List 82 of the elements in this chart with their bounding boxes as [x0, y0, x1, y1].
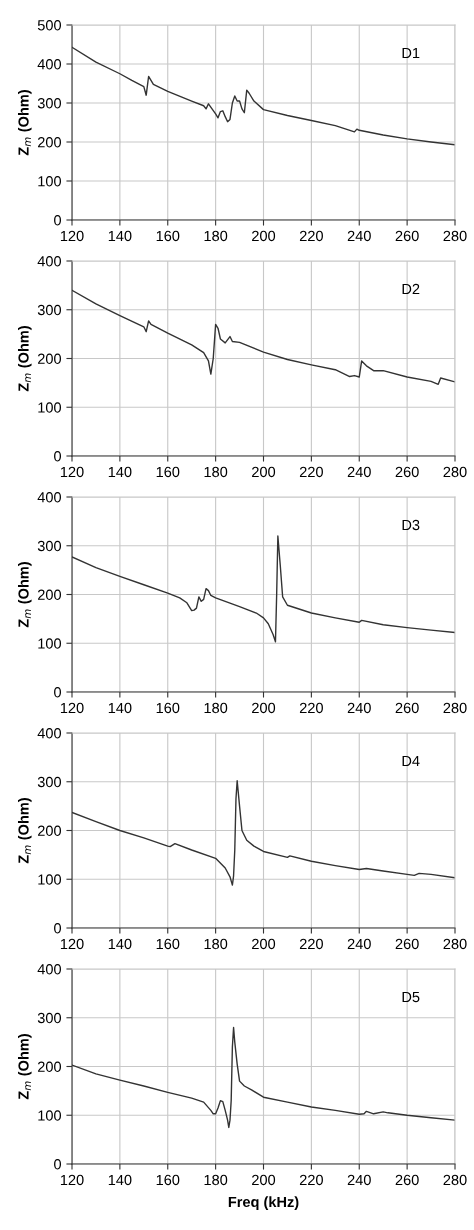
x-tick-label: 240 — [347, 230, 371, 242]
x-tick-label: 160 — [156, 1174, 180, 1186]
x-tick-label: 120 — [60, 702, 84, 714]
x-tick-label: 180 — [204, 1174, 228, 1186]
x-tick-label: 180 — [204, 230, 228, 242]
y-tick-label: 300 — [37, 304, 62, 316]
y-tick-label: 300 — [37, 98, 62, 109]
y-tick-label: 400 — [37, 59, 62, 70]
x-tick-label: 180 — [204, 938, 228, 950]
y-tick-label: 200 — [37, 1061, 62, 1072]
x-tick-label: 120 — [60, 230, 84, 242]
x-tick-label: 260 — [395, 702, 419, 714]
x-tick-label: 280 — [443, 702, 467, 714]
x-tick-label: 260 — [395, 466, 419, 478]
annotation: D5 — [402, 991, 420, 1003]
x-tick-label: 280 — [443, 1174, 467, 1186]
y-tick-label: 200 — [37, 137, 62, 148]
x-tick-label: 140 — [108, 1174, 132, 1186]
annotation: D3 — [402, 519, 420, 531]
y-axis-title: Z$_{m}$ (Ohm) — [17, 90, 32, 156]
y-tick-label: 400 — [37, 256, 62, 267]
annotation: D4 — [402, 755, 420, 767]
x-tick-label: 240 — [347, 466, 371, 478]
x-axis-title: Freq (kHz) — [228, 1196, 299, 1210]
y-tick-label: 100 — [38, 176, 62, 187]
y-tick-label: 0 — [54, 923, 62, 934]
x-tick-label: 220 — [299, 230, 323, 242]
x-tick-label: 260 — [395, 1174, 419, 1186]
x-tick-label: 280 — [443, 230, 467, 242]
x-tick-label: 180 — [204, 466, 228, 478]
x-tick-label: 140 — [108, 938, 132, 950]
x-tick-label: 260 — [395, 230, 419, 242]
x-tick-label: 220 — [299, 938, 323, 950]
y-tick-label: 100 — [38, 402, 62, 413]
x-tick-label: 200 — [252, 938, 276, 950]
x-tick-label: 140 — [108, 230, 132, 242]
x-tick-label: 160 — [156, 466, 180, 478]
y-tick-label: 500 — [37, 20, 62, 31]
y-tick-label: 300 — [37, 1012, 62, 1024]
x-tick-label: 240 — [347, 702, 371, 714]
y-tick-label: 300 — [37, 776, 62, 788]
x-tick-label: 260 — [395, 938, 419, 950]
y-tick-label: 0 — [54, 215, 62, 226]
x-tick-label: 220 — [299, 702, 323, 714]
y-tick-label: 200 — [37, 589, 62, 600]
x-tick-label: 200 — [252, 1174, 276, 1186]
x-tick-label: 160 — [156, 230, 180, 242]
x-tick-label: 140 — [108, 466, 132, 478]
y-tick-label: 400 — [37, 964, 62, 975]
y-tick-label: 400 — [37, 728, 62, 739]
y-tick-label: 400 — [37, 492, 62, 503]
x-tick-label: 200 — [252, 466, 276, 478]
x-tick-label: 140 — [108, 702, 132, 714]
x-tick-label: 240 — [347, 1174, 371, 1186]
y-tick-label: 100 — [38, 1110, 62, 1121]
x-tick-label: 200 — [252, 230, 276, 242]
x-tick-label: 280 — [443, 466, 467, 478]
x-tick-label: 200 — [252, 702, 276, 714]
y-tick-label: 200 — [37, 825, 62, 836]
y-tick-label: 0 — [54, 451, 62, 462]
y-tick-label: 300 — [37, 540, 62, 552]
x-tick-label: 180 — [204, 702, 228, 714]
x-tick-label: 240 — [347, 938, 371, 950]
y-axis-title: Z$_{m}$ (Ohm) — [17, 798, 32, 864]
y-axis-title: Z$_{m}$ (Ohm) — [17, 562, 32, 628]
y-tick-label: 0 — [54, 687, 62, 698]
x-tick-label: 220 — [299, 1174, 323, 1186]
y-axis-title: Z$_{m}$ (Ohm) — [17, 326, 32, 392]
y-axis-title: Z$_{m}$ (Ohm) — [17, 1034, 32, 1100]
x-tick-label: 280 — [443, 938, 467, 950]
y-tick-label: 100 — [38, 874, 62, 885]
y-tick-label: 0 — [54, 1159, 62, 1170]
annotation: D1 — [402, 47, 420, 59]
x-tick-label: 120 — [60, 466, 84, 478]
y-tick-label: 100 — [38, 638, 62, 649]
x-tick-label: 160 — [156, 938, 180, 950]
x-tick-label: 220 — [299, 466, 323, 478]
y-tick-label: 200 — [37, 353, 62, 364]
x-tick-label: 120 — [60, 938, 84, 950]
x-tick-label: 120 — [60, 1174, 84, 1186]
x-tick-label: 160 — [156, 702, 180, 714]
annotation: D2 — [402, 283, 420, 295]
